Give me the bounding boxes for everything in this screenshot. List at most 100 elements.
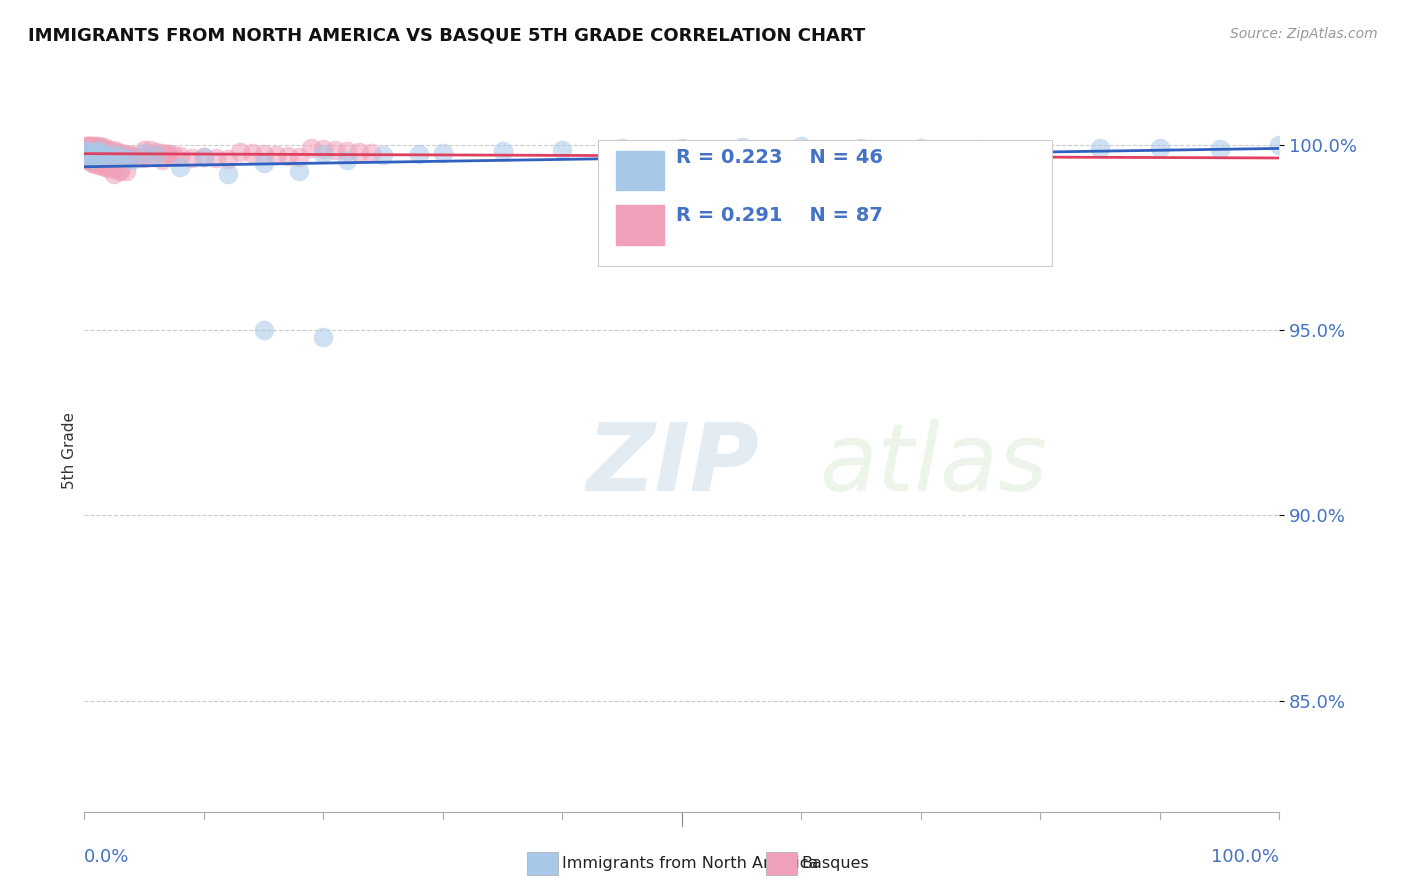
Point: [110, 163, 132, 178]
Point: [115, 163, 138, 178]
Point: [312, 142, 335, 156]
Point: [217, 152, 239, 166]
Point: [89, 144, 111, 158]
Point: [731, 139, 754, 153]
Point: [157, 147, 180, 161]
Point: [163, 148, 186, 162]
Point: [86, 138, 108, 153]
Point: [205, 151, 228, 165]
Point: [103, 144, 125, 158]
Point: [169, 160, 191, 174]
Point: [80, 141, 103, 155]
Point: [87, 141, 110, 155]
Point: [150, 145, 173, 160]
Point: [253, 147, 276, 161]
Point: [103, 147, 125, 161]
Point: [79, 150, 101, 164]
Point: [253, 323, 276, 337]
Point: [76, 139, 98, 153]
Point: [121, 149, 143, 163]
Point: [75, 144, 97, 158]
Point: [83, 141, 105, 155]
Point: [970, 142, 993, 156]
Point: [132, 149, 156, 163]
Point: [264, 148, 287, 162]
Point: [91, 144, 114, 158]
Y-axis label: 5th Grade: 5th Grade: [62, 412, 77, 489]
Point: [132, 151, 156, 165]
Point: [80, 151, 103, 165]
Point: [312, 147, 335, 161]
Point: [75, 141, 97, 155]
Point: [77, 141, 100, 155]
Point: [408, 147, 430, 161]
Point: [349, 145, 371, 160]
Point: [115, 150, 138, 164]
Text: ZIP: ZIP: [586, 419, 759, 511]
Point: [277, 149, 299, 163]
Point: [671, 141, 693, 155]
Point: [111, 147, 134, 161]
Point: [139, 144, 162, 158]
Point: [79, 144, 101, 158]
Point: [145, 148, 167, 162]
Point: [118, 148, 141, 162]
Point: [240, 145, 263, 160]
Point: [336, 153, 359, 167]
Point: [76, 145, 98, 160]
Point: [79, 141, 101, 155]
Point: [77, 138, 100, 153]
Point: [77, 147, 100, 161]
Point: [77, 153, 100, 167]
Point: [86, 157, 108, 171]
Point: [150, 153, 173, 167]
Point: [336, 145, 359, 159]
Point: [288, 163, 311, 178]
Point: [84, 144, 107, 158]
Point: [93, 145, 115, 160]
Point: [84, 147, 107, 161]
Point: [87, 158, 110, 172]
Point: [83, 138, 105, 153]
Point: [121, 153, 143, 167]
Point: [115, 147, 138, 161]
Point: [80, 155, 103, 169]
Point: [90, 145, 112, 160]
Point: [145, 145, 167, 160]
Point: [612, 141, 634, 155]
Point: [253, 155, 276, 169]
Point: [87, 138, 110, 153]
Text: Source: ZipAtlas.com: Source: ZipAtlas.com: [1230, 27, 1378, 41]
Point: [181, 151, 204, 165]
Text: Immigrants from North America: Immigrants from North America: [562, 856, 818, 871]
Point: [551, 144, 574, 158]
Point: [91, 139, 114, 153]
Point: [75, 138, 97, 153]
Point: [86, 149, 108, 163]
Text: R = 0.291    N = 87: R = 0.291 N = 87: [676, 206, 883, 225]
Text: 0.0%: 0.0%: [84, 847, 129, 866]
Point: [193, 150, 215, 164]
Point: [145, 148, 167, 162]
Point: [229, 145, 252, 160]
Point: [83, 156, 105, 170]
Point: [97, 144, 120, 158]
Point: [76, 138, 98, 153]
Point: [193, 150, 215, 164]
Point: [1029, 144, 1052, 158]
Text: 100.0%: 100.0%: [1212, 847, 1279, 866]
Point: [110, 163, 132, 178]
Point: [75, 139, 97, 153]
Point: [288, 150, 311, 164]
Point: [851, 141, 873, 155]
Point: [82, 139, 104, 153]
Bar: [616, 205, 664, 244]
Point: [94, 160, 117, 174]
Point: [1209, 142, 1232, 156]
Point: [169, 149, 191, 163]
Point: [1090, 141, 1112, 155]
Point: [80, 138, 103, 153]
Point: [79, 138, 101, 153]
Point: [157, 147, 180, 161]
Bar: [599, 140, 1053, 266]
